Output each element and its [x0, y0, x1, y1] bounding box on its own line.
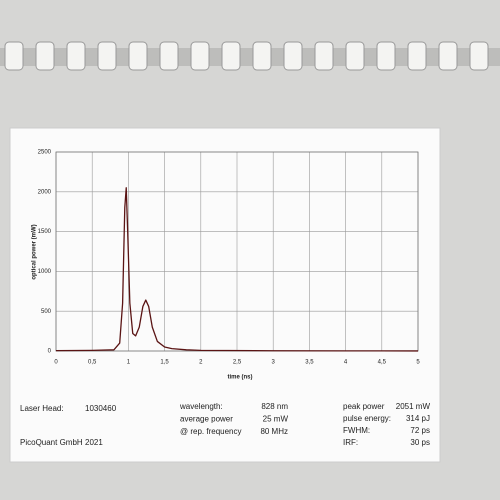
binder-ring: [128, 41, 148, 71]
y-tick-label: 2000: [38, 189, 52, 195]
binder-spine: [0, 48, 500, 66]
spec-value: 828 nm: [261, 402, 288, 411]
binder-ring: [345, 41, 365, 71]
spec-value: 314 pJ: [406, 414, 430, 423]
spec-value: 72 ps: [410, 426, 430, 435]
binder-ring: [438, 41, 458, 71]
spec-value: 2051 mW: [396, 402, 431, 411]
binder-rings: [4, 41, 489, 71]
spec-label: IRF:: [343, 438, 358, 447]
spec-label: average power: [180, 415, 233, 424]
company: PicoQuant GmbH: [20, 438, 83, 447]
x-tick-label: 2: [199, 360, 203, 366]
binder-ring: [221, 41, 241, 71]
binder-ring: [190, 41, 210, 71]
year: 2021: [85, 438, 103, 447]
binder-ring: [66, 41, 86, 71]
x-tick-label: 1: [127, 360, 131, 366]
x-tick-label: 0,5: [88, 360, 97, 366]
binder-ring: [97, 41, 117, 71]
spec-label: FWHM:: [343, 426, 370, 435]
line: [55, 187, 419, 352]
y-tick-label: 1500: [38, 229, 52, 235]
spec-label: pulse energy:: [343, 414, 391, 423]
y-tick-label: 2500: [38, 150, 52, 156]
x-tick-label: 4,5: [378, 360, 387, 366]
x-tick-label: 1,5: [160, 360, 169, 366]
x-tick-label: 0: [54, 360, 58, 366]
spec-label: wavelength:: [179, 402, 223, 411]
binder-ring: [469, 41, 489, 71]
binder-ring: [4, 41, 24, 71]
x-tick-label: 2,5: [233, 360, 242, 366]
binder-ring: [252, 41, 272, 71]
spec-label: @ rep. frequency: [180, 427, 241, 436]
laser-head-label: Laser Head:: [20, 404, 64, 413]
x-tick-label: 3: [272, 360, 276, 366]
paper: [9, 127, 441, 463]
y-tick-label: 0: [48, 349, 52, 355]
binder-ring: [407, 41, 427, 71]
x-tick-label: 5: [416, 360, 420, 366]
binder-ring: [283, 41, 303, 71]
binder-ring: [35, 41, 55, 71]
binder-ring: [159, 41, 179, 71]
y-tick-label: 1000: [38, 269, 52, 275]
spec-value: 80 MHz: [260, 427, 288, 436]
y-tick-label: 500: [41, 309, 52, 315]
spec-value: 30 ps: [410, 438, 430, 447]
spec-value: 25 mW: [263, 415, 289, 424]
y-axis-label: optical power (mW): [32, 224, 38, 279]
x-tick-label: 4: [344, 360, 348, 366]
binder-ring: [376, 41, 396, 71]
spec-label: peak power: [343, 402, 385, 411]
binder-ring: [314, 41, 334, 71]
x-tick-label: 3,5: [305, 360, 314, 366]
laser-head: 1030460: [85, 404, 117, 413]
x-axis-label: time (ns): [227, 375, 252, 381]
